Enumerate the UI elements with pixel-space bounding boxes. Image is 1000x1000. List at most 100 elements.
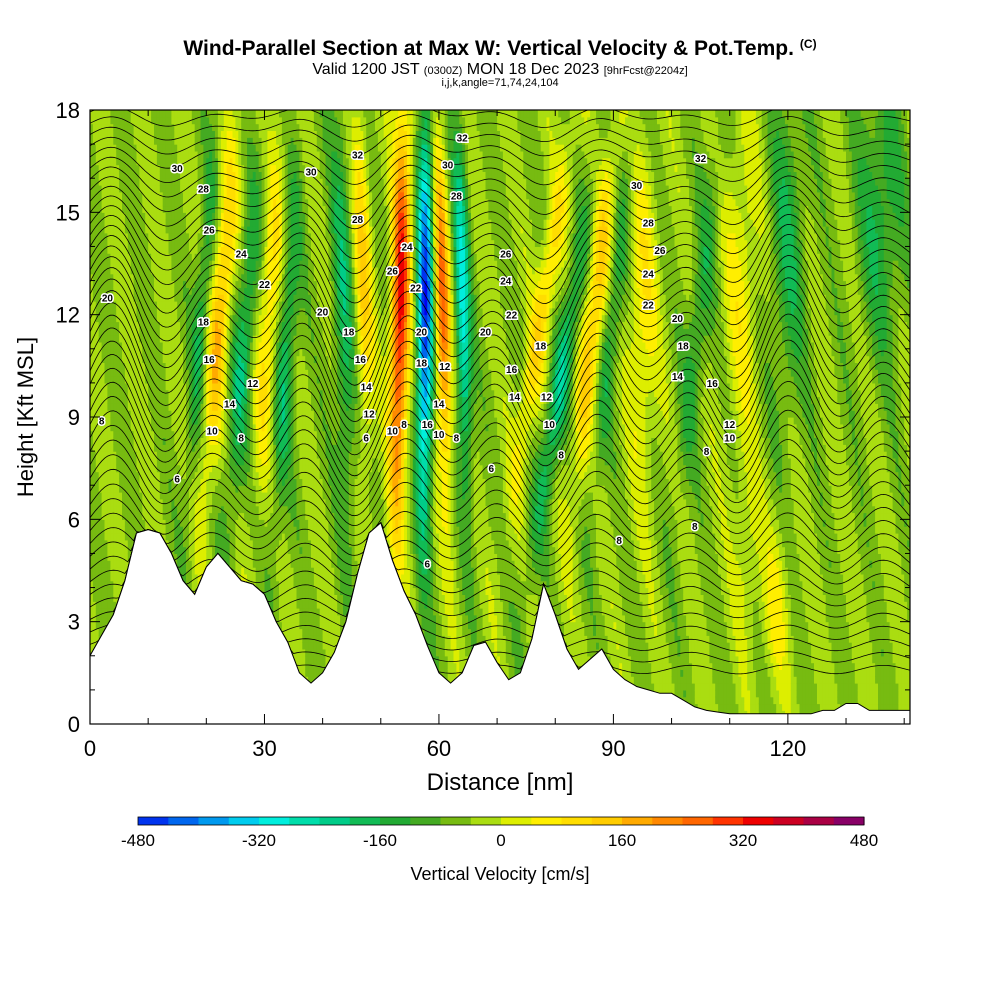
velocity-cell [218,110,222,117]
velocity-cell [218,506,222,513]
velocity-cell [218,212,222,219]
velocity-cell [107,574,111,581]
velocity-cell [183,519,187,526]
velocity-cell [183,274,187,281]
velocity-cell [145,465,149,472]
velocity-cell [107,342,111,349]
velocity-cell [107,458,111,465]
velocity-cell [218,199,222,206]
velocity-cell [145,499,149,506]
velocity-cell [107,117,111,124]
velocity-cell [183,260,187,267]
velocity-cell [145,369,149,376]
velocity-cell [218,540,222,547]
velocity-cell [218,335,222,342]
velocity-cell [107,444,111,451]
velocity-cell [145,137,149,144]
velocity-cell [218,472,222,479]
velocity-cell [218,485,222,492]
velocity-cell [107,158,111,165]
velocity-cell [218,246,222,253]
velocity-cell [218,274,222,281]
velocity-cell [183,151,187,158]
velocity-cell [107,356,111,363]
velocity-cell [145,410,149,417]
velocity-cell [218,315,222,322]
velocity-cell [145,151,149,158]
velocity-cell [107,260,111,267]
velocity-cell [218,294,222,301]
velocity-cell [107,485,111,492]
velocity-cell [218,219,222,226]
velocity-cell [107,519,111,526]
velocity-cell [218,185,222,192]
velocity-cell [218,444,222,451]
velocity-cell [107,465,111,472]
velocity-cell [218,124,222,131]
velocity-cell [107,601,111,608]
velocity-cell [183,287,187,294]
velocity-cell [107,178,111,185]
velocity-cell [218,171,222,178]
velocity-cell [145,376,149,383]
velocity-cell [107,492,111,499]
velocity-cell [183,301,187,308]
velocity-cell [107,560,111,567]
velocity-cell [218,267,222,274]
velocity-cell [218,526,222,533]
velocity-cell [145,165,149,172]
velocity-cell [218,131,222,138]
velocity-cell [107,588,111,595]
velocity-cell [107,533,111,540]
velocity-cell [218,253,222,260]
velocity-cell [183,110,187,117]
velocity-cell [218,369,222,376]
velocity-cell [145,124,149,131]
velocity-cell [218,308,222,315]
velocity-cell [183,362,187,369]
velocity-cell [107,417,111,424]
velocity-cell [107,431,111,438]
velocity-cell [107,281,111,288]
velocity-cell [145,281,149,288]
velocity-cell [107,540,111,547]
velocity-cell [218,144,222,151]
velocity-cell [218,328,222,335]
velocity-cell [218,165,222,172]
velocity-cell [218,151,222,158]
velocity-cell [218,383,222,390]
velocity-cell [218,513,222,520]
velocity-cell [145,403,149,410]
velocity-cell [218,458,222,465]
velocity-cell [218,301,222,308]
velocity-cell [218,431,222,438]
velocity-cell [183,178,187,185]
velocity-cell [107,206,111,213]
velocity-cell [107,308,111,315]
velocity-cell [218,499,222,506]
velocity-cell [107,424,111,431]
velocity-cell [218,260,222,267]
velocity-cell [183,553,187,560]
velocity-cell [145,267,149,274]
velocity-cell [107,403,111,410]
velocity-cell [218,349,222,356]
velocity-cell [218,519,222,526]
velocity-cell [107,171,111,178]
velocity-cell [145,192,149,199]
velocity-cell [218,206,222,213]
velocity-cell [183,158,187,165]
velocity-cell [218,226,222,233]
velocity-cell [107,131,111,138]
velocity-cell [145,513,149,520]
velocity-cell [183,246,187,253]
velocity-cell [183,165,187,172]
velocity-cell [183,137,187,144]
velocity-cell [183,451,187,458]
velocity-cell [107,506,111,513]
velocity-cell [183,499,187,506]
velocity-cell [218,281,222,288]
velocity-cell [107,390,111,397]
velocity-cell [183,171,187,178]
velocity-cell [218,233,222,240]
